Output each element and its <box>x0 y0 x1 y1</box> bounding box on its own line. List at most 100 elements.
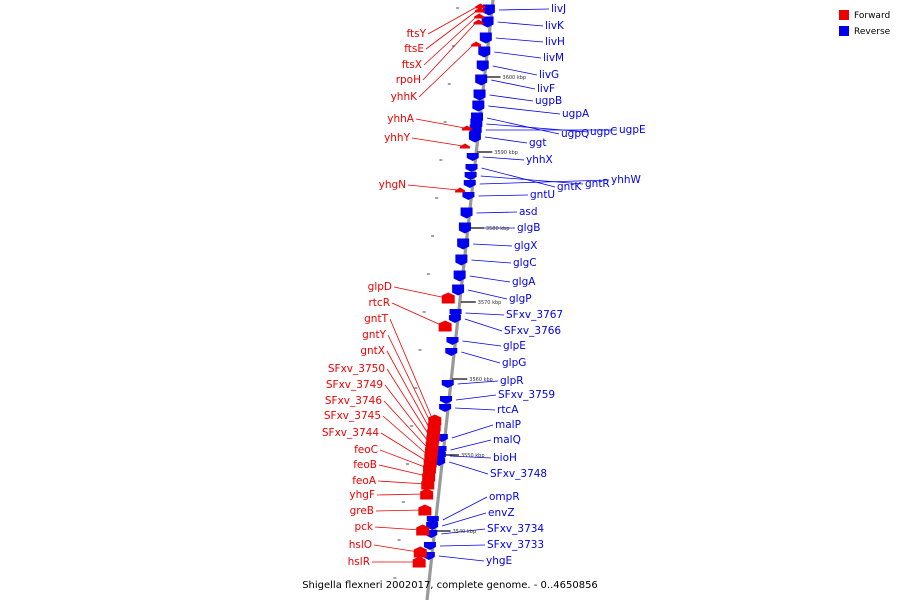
reverse-gene-label[interactable]: ugpE <box>619 124 646 136</box>
reverse-gene-feature[interactable] <box>468 131 481 143</box>
forward-gene-label[interactable]: glpD <box>368 281 392 293</box>
forward-gene-feature[interactable] <box>475 3 486 9</box>
reverse-gene-label[interactable]: glpG <box>502 357 526 369</box>
reverse-gene-feature[interactable] <box>457 238 470 250</box>
reverse-gene-feature[interactable] <box>452 284 465 296</box>
forward-gene-label[interactable]: yhhY <box>384 132 411 144</box>
reverse-gene-label[interactable]: livJ <box>551 3 566 15</box>
reverse-gene-label[interactable]: ugpQ <box>561 128 589 140</box>
forward-gene-label[interactable]: SFxv_3750 <box>328 363 385 375</box>
forward-gene-feature[interactable] <box>474 7 485 13</box>
forward-gene-label[interactable]: feoA <box>352 475 377 487</box>
reverse-gene-feature[interactable] <box>463 180 476 188</box>
forward-gene-feature[interactable] <box>455 187 466 193</box>
forward-gene-label[interactable]: rtcR <box>368 297 390 309</box>
forward-gene-feature[interactable] <box>421 478 435 490</box>
forward-gene-feature[interactable] <box>412 556 426 568</box>
forward-gene-label[interactable]: SFxv_3744 <box>322 427 379 439</box>
reverse-gene-label[interactable]: SFxv_3733 <box>487 539 544 551</box>
reverse-gene-feature[interactable] <box>453 270 466 282</box>
reverse-gene-label[interactable]: bioH <box>493 452 517 464</box>
reverse-gene-feature[interactable] <box>458 222 471 234</box>
reverse-gene-label[interactable]: ugpC <box>590 126 617 138</box>
reverse-gene-label[interactable]: livK <box>545 20 565 32</box>
reverse-gene-feature[interactable] <box>481 16 494 28</box>
forward-gene-feature[interactable] <box>423 462 437 474</box>
forward-gene-feature[interactable] <box>416 524 430 536</box>
forward-gene-label[interactable]: gntY <box>362 329 386 341</box>
reverse-gene-label[interactable]: livG <box>539 69 559 81</box>
forward-gene-label[interactable]: SFxv_3746 <box>325 395 382 407</box>
reverse-gene-label[interactable]: SFxv_3766 <box>504 325 561 337</box>
reverse-gene-label[interactable]: gntU <box>530 189 555 201</box>
reverse-gene-label[interactable]: ggt <box>529 137 546 149</box>
forward-gene-label[interactable]: gntX <box>360 345 385 357</box>
reverse-gene-label[interactable]: rtcA <box>497 404 519 416</box>
reverse-gene-label[interactable]: gntR <box>585 178 610 190</box>
reverse-gene-feature[interactable] <box>460 207 473 219</box>
reverse-gene-label[interactable]: glgX <box>514 240 537 252</box>
forward-gene-label[interactable]: greB <box>350 505 374 517</box>
reverse-gene-label[interactable]: yhhW <box>611 174 642 186</box>
reverse-gene-label[interactable]: yhgE <box>486 555 512 567</box>
reverse-gene-label[interactable]: SFxv_3767 <box>506 309 563 321</box>
reverse-gene-feature[interactable] <box>462 192 475 200</box>
reverse-gene-label[interactable]: yhhX <box>526 154 553 166</box>
forward-gene-feature[interactable] <box>413 546 427 558</box>
forward-gene-label[interactable]: SFxv_3749 <box>326 379 383 391</box>
reverse-gene-feature[interactable] <box>440 396 452 404</box>
reverse-gene-label[interactable]: asd <box>519 206 538 218</box>
reverse-gene-feature[interactable] <box>423 542 436 550</box>
forward-gene-feature[interactable] <box>459 143 470 149</box>
reverse-gene-label[interactable]: glpE <box>503 340 526 352</box>
forward-gene-label[interactable]: yhgN <box>379 179 406 191</box>
reverse-gene-label[interactable]: malQ <box>493 434 521 446</box>
forward-gene-feature[interactable] <box>473 19 484 25</box>
reverse-gene-feature[interactable] <box>473 89 486 101</box>
forward-gene-label[interactable]: yhhK <box>391 91 419 103</box>
forward-gene-label[interactable]: feoC <box>354 444 378 456</box>
forward-gene-label[interactable]: hslR <box>348 556 370 568</box>
reverse-gene-feature[interactable] <box>466 153 479 161</box>
reverse-gene-feature[interactable] <box>446 337 459 345</box>
forward-gene-label[interactable]: gntT <box>364 313 388 325</box>
reverse-gene-label[interactable]: malP <box>495 419 521 431</box>
reverse-gene-feature[interactable] <box>479 32 492 44</box>
forward-gene-feature[interactable] <box>418 504 432 516</box>
reverse-gene-label[interactable]: glgC <box>513 257 537 269</box>
reverse-gene-label[interactable]: livM <box>543 52 564 64</box>
reverse-gene-label[interactable]: ugpA <box>562 108 590 120</box>
reverse-gene-label[interactable]: SFxv_3748 <box>490 468 547 480</box>
forward-gene-label[interactable]: ftsX <box>402 59 422 71</box>
reverse-gene-label[interactable]: livF <box>537 83 555 95</box>
reverse-gene-feature[interactable] <box>445 348 458 356</box>
forward-gene-label[interactable]: yhhA <box>387 113 415 125</box>
reverse-gene-label[interactable]: livH <box>545 36 565 48</box>
reverse-gene-label[interactable]: glgB <box>517 222 540 234</box>
forward-gene-feature[interactable] <box>441 292 455 304</box>
forward-gene-label[interactable]: feoB <box>353 459 377 471</box>
forward-gene-label[interactable]: hslO <box>349 539 372 551</box>
forward-gene-label[interactable]: ftsY <box>406 28 426 40</box>
forward-gene-feature[interactable] <box>461 125 472 131</box>
forward-gene-feature[interactable] <box>474 13 485 19</box>
reverse-gene-feature[interactable] <box>441 380 454 388</box>
reverse-gene-label[interactable]: glgP <box>509 293 532 305</box>
forward-gene-feature[interactable] <box>420 488 434 500</box>
reverse-gene-feature[interactable] <box>448 315 461 323</box>
reverse-gene-label[interactable]: glgA <box>512 276 536 288</box>
reverse-gene-feature[interactable] <box>482 4 495 16</box>
reverse-gene-feature[interactable] <box>455 254 468 266</box>
reverse-gene-feature[interactable] <box>439 404 452 412</box>
reverse-gene-feature[interactable] <box>478 46 491 58</box>
reverse-gene-label[interactable]: ugpB <box>535 95 562 107</box>
forward-gene-feature[interactable] <box>471 41 482 47</box>
forward-gene-label[interactable]: ftsE <box>404 43 424 55</box>
forward-gene-label[interactable]: SFxv_3745 <box>324 410 381 422</box>
forward-gene-feature[interactable] <box>438 320 452 332</box>
reverse-gene-feature[interactable] <box>464 172 477 180</box>
reverse-gene-label[interactable]: SFxv_3759 <box>498 389 555 401</box>
forward-gene-label[interactable]: rpoH <box>396 74 421 86</box>
reverse-gene-feature[interactable] <box>472 100 485 112</box>
reverse-gene-feature[interactable] <box>475 74 488 86</box>
